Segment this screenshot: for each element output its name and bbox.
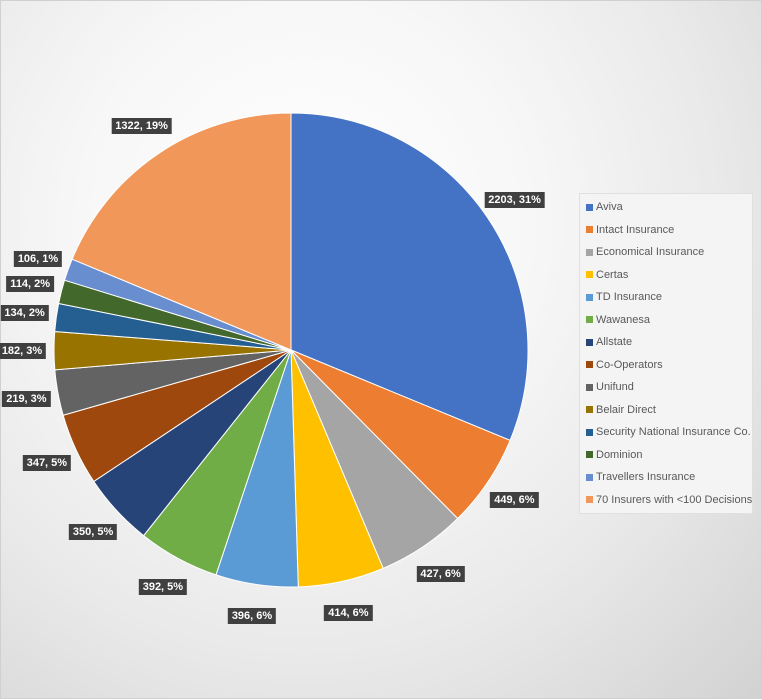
legend-item: Certas [580,264,752,287]
legend-swatch [586,316,593,324]
legend-label: Aviva [596,201,623,214]
legend-label: Wawanesa [596,313,651,326]
legend-swatch [586,451,593,459]
data-label-10: 134, 2% [0,305,49,321]
legend-swatch [586,496,593,504]
data-label-6: 350, 5% [68,524,118,541]
legend-label: 70 Insurers with <100 Decisions [596,493,753,506]
data-label-9: 182, 3% [0,342,47,359]
legend-item: Aviva [580,196,752,219]
legend-item: 70 Insurers with <100 Decisions [580,489,752,512]
data-label-11: 114, 2% [6,275,55,292]
legend-swatch [586,203,593,211]
legend-label: Economical Insurance [596,246,705,259]
data-label-1: 449, 6% [490,491,539,508]
legend-item: Travellers Insurance [580,466,752,489]
legend-item: TD Insurance [580,286,752,309]
legend-label: Dominion [596,448,643,461]
legend-label: Certas [596,268,629,281]
legend-label: Intact Insurance [596,223,675,236]
legend-item: Co-Operators [580,354,752,377]
legend-swatch [586,406,593,414]
legend-label: Travellers Insurance [596,471,696,484]
legend-swatch [586,338,593,346]
legend-swatch [586,361,593,369]
legend-swatch [586,383,593,391]
legend-label: Belair Direct [596,403,656,416]
legend-item: Economical Insurance [580,241,752,264]
pie-slice-13 [71,112,292,351]
legend-item: Allstate [580,331,752,354]
data-label-2: 427, 6% [416,565,465,582]
pie-slice-0 [290,112,529,442]
data-label-12: 106, 1% [13,250,63,267]
legend-item: Wawanesa [580,309,752,332]
legend-item: Intact Insurance [580,219,752,242]
legend-swatch [586,293,593,301]
legend-label: Security National Insurance Co. [596,426,751,439]
legend-item: Belair Direct [580,399,752,422]
data-label-5: 392, 5% [138,578,188,595]
legend-item: Dominion [580,444,752,467]
legend-swatch [586,226,593,234]
legend-swatch [586,428,593,436]
legend-swatch [586,248,593,256]
legend-label: Unifund [596,381,634,394]
data-label-7: 347, 5% [22,455,72,471]
legend-item: Unifund [580,376,752,399]
data-label-3: 414, 6% [324,604,373,621]
data-label-8: 219, 3% [2,390,51,407]
data-label-4: 396, 6% [227,608,277,625]
legend-label: Allstate [596,336,633,349]
legend-label: TD Insurance [596,291,663,304]
legend-item: Security National Insurance Co. [580,421,752,444]
legend-swatch [586,271,593,279]
legend-label: Co-Operators [596,358,663,371]
legend-swatch [586,473,593,481]
data-label-0: 2203, 31% [484,192,545,209]
data-label-13: 1322, 19% [111,118,172,135]
legend: Aviva Intact Insurance Economical Insuranc… [579,193,753,514]
